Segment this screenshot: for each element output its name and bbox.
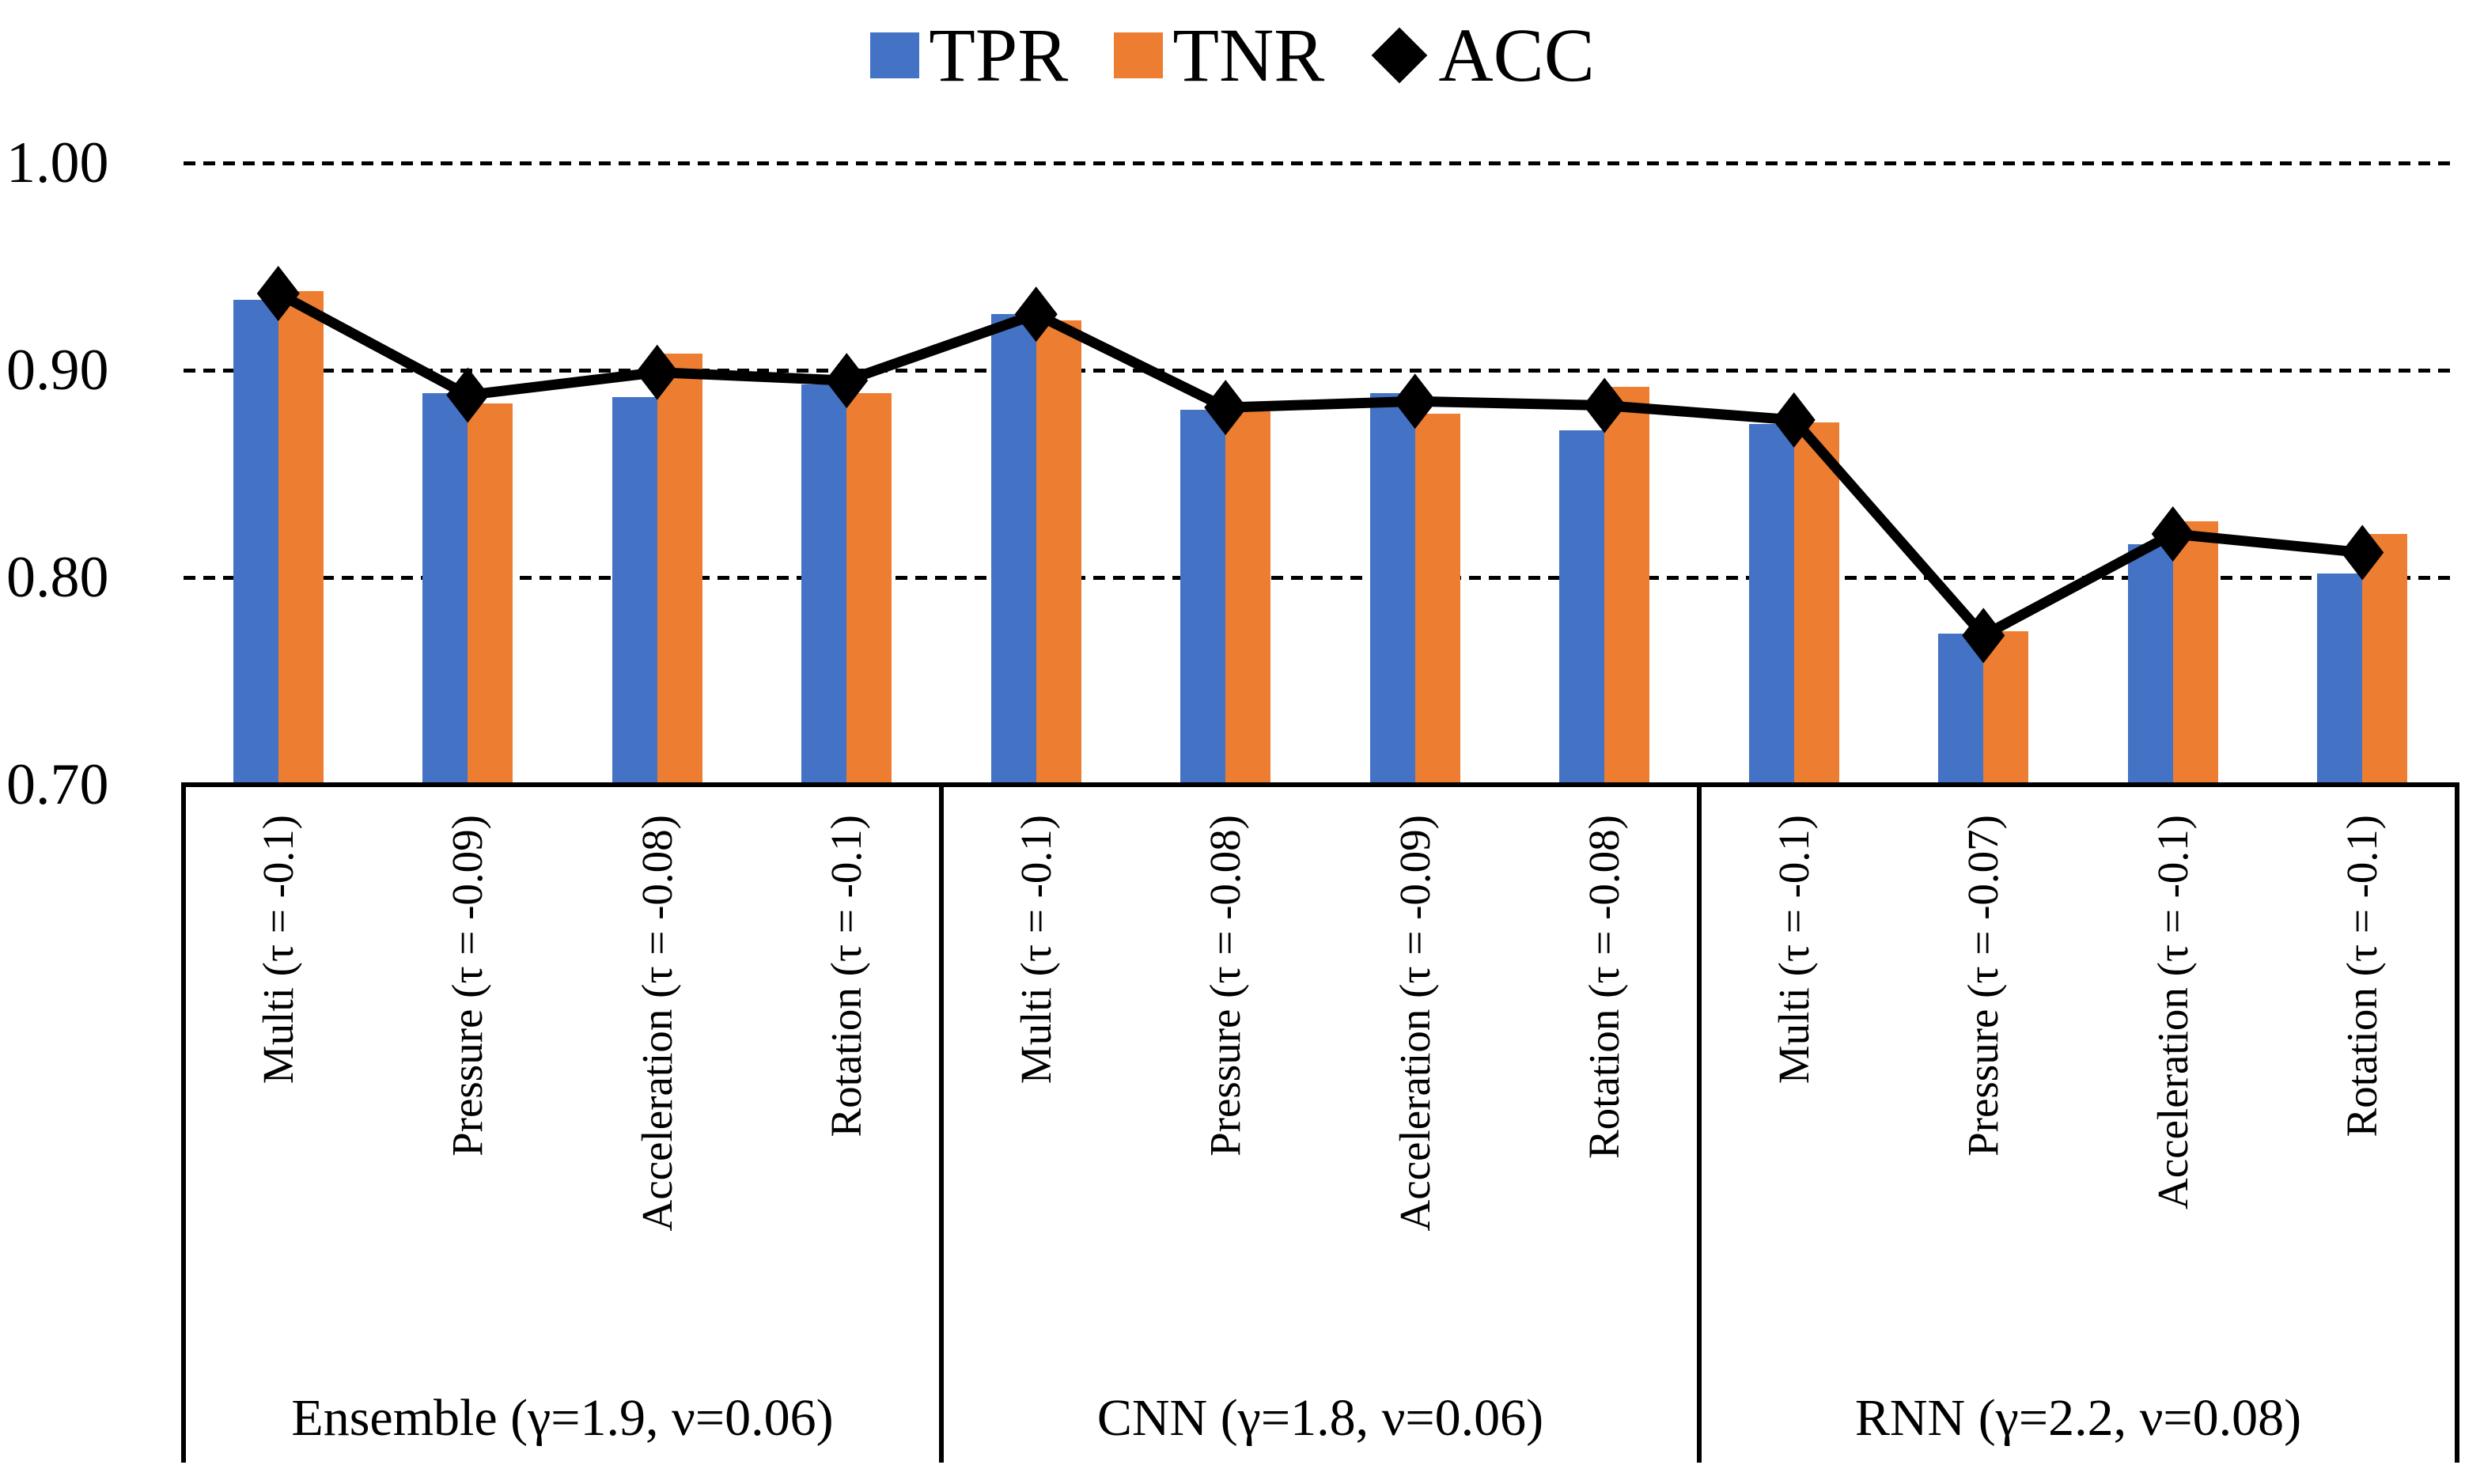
- x-axis-baseline: [184, 782, 2457, 787]
- x-category-label: Acceleration (τ = -0.1): [2148, 815, 2197, 1210]
- tpr-bar: [2317, 573, 2363, 785]
- x-category-label: Pressure (τ = -0.07): [1959, 815, 2008, 1157]
- legend-item-tpr: TPR: [870, 8, 1068, 103]
- tpr-bar: [801, 384, 847, 785]
- x-category-label: Multi (τ = -0.1): [1769, 815, 1818, 1085]
- x-category-label: Pressure (τ = -0.09): [443, 815, 492, 1157]
- tnr-bar: [1983, 631, 2029, 785]
- label-box-divider: [939, 782, 944, 1463]
- x-category-label: Rotation (τ = -0.1): [2338, 815, 2387, 1138]
- label-box-divider: [1697, 782, 1702, 1463]
- tpr-bar: [1748, 424, 1794, 785]
- tnr-bar: [1604, 386, 1650, 785]
- model-group-label: Ensemble (γ=1.9, ν=0.06): [291, 1389, 834, 1447]
- tpr-bar: [233, 299, 278, 785]
- y-tick-label: 0.80: [6, 545, 109, 610]
- tpr-bar: [1369, 392, 1415, 785]
- tnr-swatch-icon: [1114, 32, 1164, 78]
- legend-label: ACC: [1438, 13, 1595, 97]
- tnr-bar: [1036, 320, 1081, 785]
- tpr-bar: [1559, 430, 1605, 785]
- tpr-swatch-icon: [870, 32, 920, 78]
- y-tick-label: 1.00: [6, 131, 109, 195]
- label-box-left-border: [181, 782, 186, 1463]
- tnr-bar: [278, 291, 324, 785]
- legend-label: TPR: [929, 13, 1069, 97]
- x-category-label: Rotation (τ = -0.1): [822, 815, 871, 1138]
- model-group-label: CNN (γ=1.8, ν=0.06): [1096, 1389, 1544, 1447]
- chart-legend: TPR TNR ACC: [0, 3, 2465, 108]
- x-category-label: Acceleration (τ = -0.09): [1390, 815, 1439, 1232]
- acc-diamond-icon: [1371, 27, 1428, 84]
- tpr-bar: [990, 314, 1036, 785]
- x-category-label: Multi (τ = -0.1): [1011, 815, 1060, 1085]
- tpr-bar: [1938, 633, 1984, 785]
- tpr-bar: [422, 392, 468, 785]
- tnr-bar: [468, 403, 513, 785]
- label-box-right-border: [2455, 782, 2459, 1463]
- tpr-bar: [612, 397, 657, 785]
- model-group-label: RNN (γ=2.2, ν=0.08): [1854, 1389, 2302, 1447]
- legend-item-acc: ACC: [1370, 8, 1595, 103]
- x-category-label: Rotation (τ = -0.08): [1580, 815, 1629, 1160]
- gridline-0.80: [184, 576, 2457, 580]
- tnr-bar: [1793, 422, 1839, 785]
- tnr-bar: [846, 392, 892, 785]
- gridline-0.90: [184, 369, 2457, 373]
- y-tick-label: 0.90: [6, 338, 109, 403]
- gridline-1.00: [184, 161, 2457, 165]
- tnr-bar: [2172, 521, 2218, 785]
- x-category-label: Pressure (τ = -0.08): [1201, 815, 1250, 1157]
- x-category-label: Multi (τ = -0.1): [253, 815, 302, 1085]
- y-tick-label: 0.70: [6, 752, 109, 817]
- legend-item-tnr: TNR: [1114, 8, 1324, 103]
- acc-line: [273, 288, 2368, 642]
- tnr-bar: [1414, 414, 1460, 785]
- tpr-bar: [1180, 409, 1226, 785]
- tnr-bar: [1225, 411, 1271, 785]
- legend-label: TNR: [1172, 13, 1325, 97]
- tnr-bar: [657, 354, 702, 785]
- tpr-bar: [2127, 544, 2173, 785]
- x-category-label: Acceleration (τ = -0.08): [632, 815, 681, 1232]
- tnr-bar: [2362, 533, 2408, 785]
